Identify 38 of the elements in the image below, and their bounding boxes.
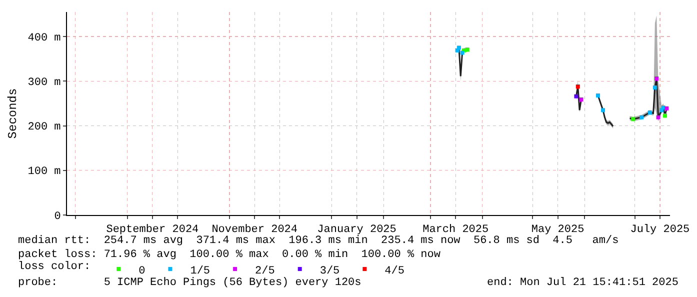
point — [648, 110, 652, 114]
x-tick-label: November 2024 — [212, 224, 298, 236]
text: probe: 5 ICMP Echo Pings (56 Bytes) every 120s — [18, 277, 362, 289]
legend-label: 2/5 — [255, 265, 275, 278]
text: packet loss: 71.96 % avg 100.00 % max 0.00 % min 100.00 % now — [18, 249, 441, 261]
y-tick-label: 300 m — [28, 77, 62, 89]
text: end: Mon Jul 21 15:41:51 2025 — [487, 277, 678, 289]
point — [654, 76, 659, 80]
point — [460, 50, 464, 55]
point — [596, 93, 600, 98]
y-tick-label: 200 m — [28, 122, 62, 134]
legend-label: 3/5 — [320, 265, 340, 278]
legend-label: 0 — [138, 265, 146, 278]
point — [465, 47, 470, 52]
legend-label: 1/5 — [190, 265, 210, 278]
point — [652, 85, 657, 90]
point — [456, 46, 461, 50]
y-axis-title: Seconds — [6, 88, 20, 139]
y-tick-label: 100 m — [28, 166, 62, 178]
y-tick-label: 0 — [54, 210, 61, 223]
x-tick-label: May 2025 — [531, 224, 584, 236]
x-tick-label: March 2025 — [422, 224, 489, 236]
point — [574, 94, 578, 98]
point — [631, 117, 636, 122]
text: median rtt: 254.7 ms avg 371.4 ms max 196.3 ms min 235.4 ms now 56.8 ms sd 4.5 am/s — [18, 235, 619, 247]
x-tick-label: July 2025 — [630, 224, 690, 236]
point — [579, 97, 584, 102]
legend-label: 4/5 — [384, 265, 404, 278]
point — [656, 115, 660, 120]
point — [640, 115, 644, 120]
point — [576, 84, 580, 89]
point — [662, 114, 667, 118]
x-tick-label: September 2024 — [106, 224, 200, 236]
x-tick-label: January 2025 — [317, 224, 396, 236]
y-tick-label: 400 m — [28, 32, 62, 44]
point — [664, 106, 669, 110]
point — [601, 108, 605, 112]
legend-title: loss color: — [18, 260, 91, 273]
